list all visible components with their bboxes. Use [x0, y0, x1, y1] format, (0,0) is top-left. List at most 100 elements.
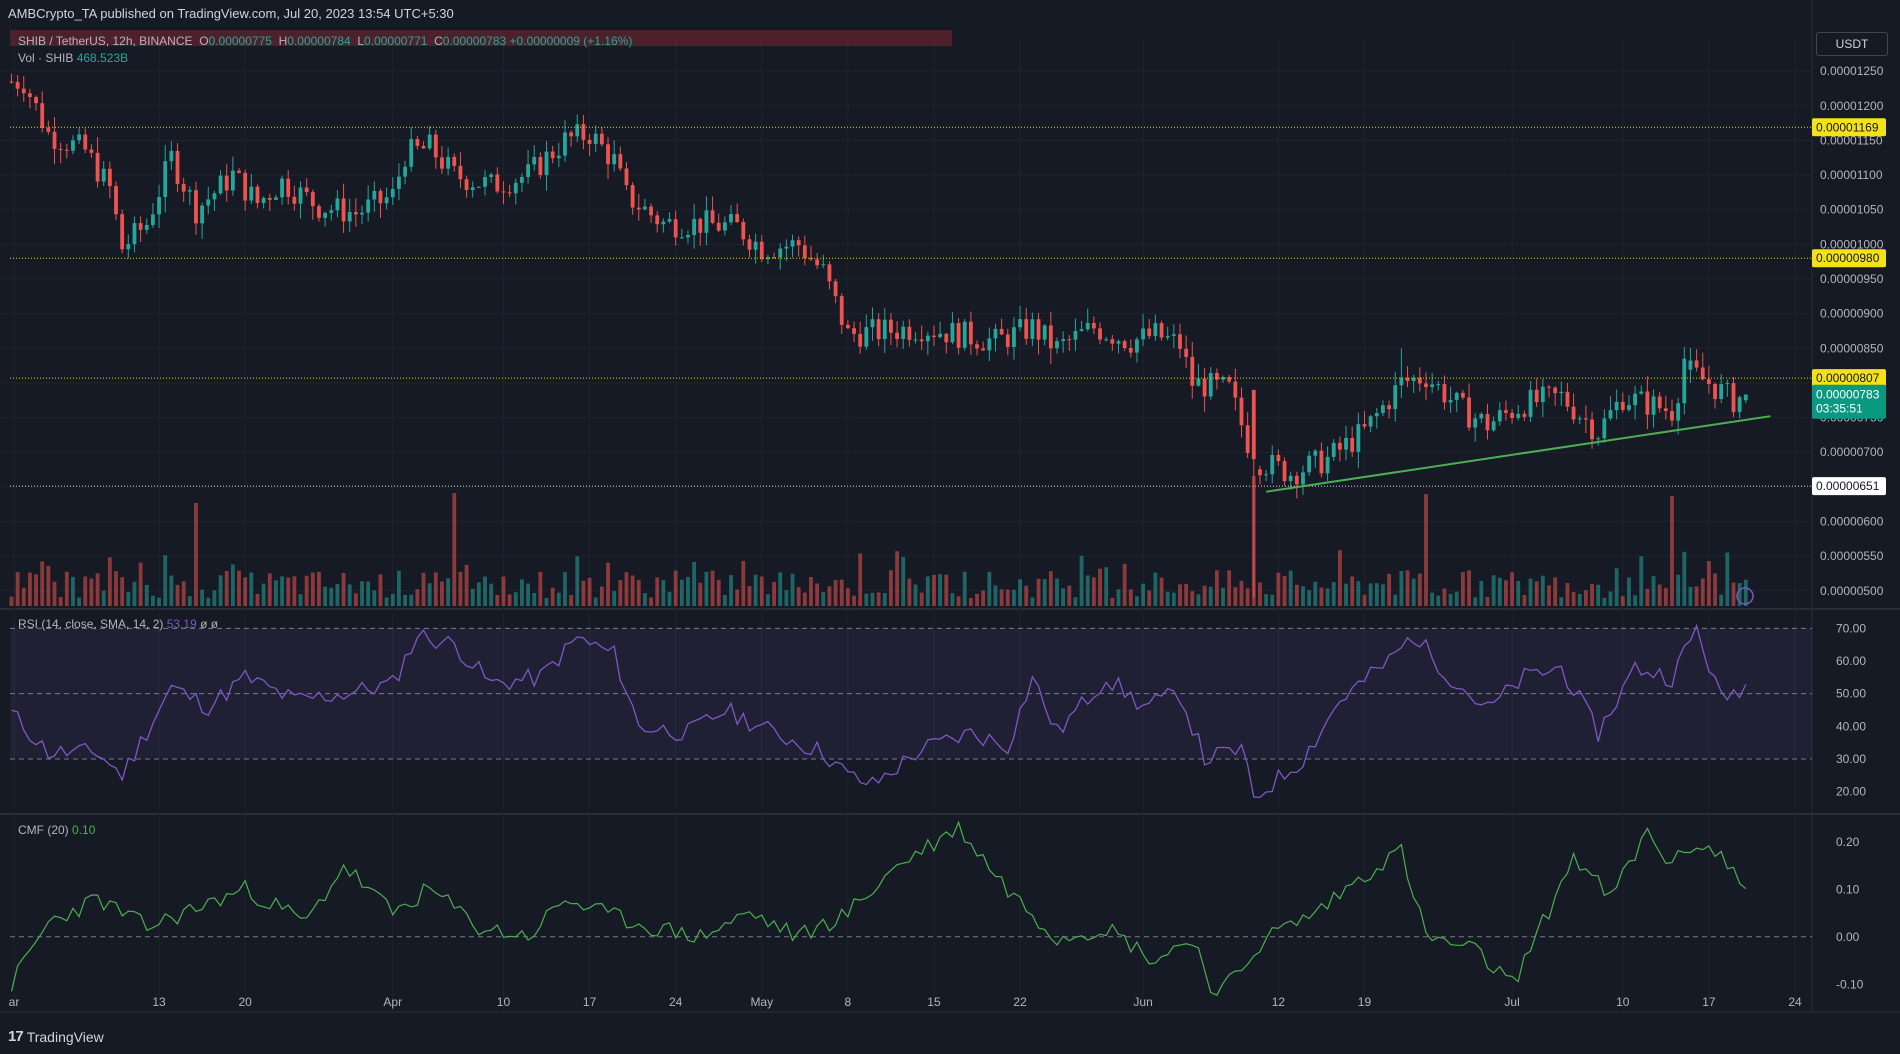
volume-bar [698, 582, 703, 606]
volume-bar [790, 573, 795, 606]
volume-bar [1294, 584, 1299, 606]
volume-bar [987, 571, 992, 606]
candle-body [1036, 319, 1041, 340]
ohlc-close: 0.00000783 [442, 34, 507, 48]
rsi-tick-label: 60.00 [1836, 654, 1866, 668]
candle-body [1055, 341, 1059, 349]
candle-body [71, 140, 75, 151]
candle-body [1731, 383, 1736, 413]
rsi-extra: ø ø [200, 617, 219, 631]
volume-bar [1122, 563, 1127, 606]
candle-body [40, 103, 45, 128]
candle-body [397, 176, 401, 189]
candle-body [1307, 455, 1312, 473]
candle-body [999, 328, 1004, 335]
volume-bar [218, 575, 223, 606]
volume-bar [9, 596, 14, 606]
volume-bar [932, 574, 936, 606]
candle-body [1411, 377, 1416, 382]
volume-bar [1411, 578, 1416, 606]
volume-bar [1387, 573, 1391, 606]
symbol-name[interactable]: SHIB / TetherUS, 12h, BINANCE [18, 34, 193, 48]
volume-bar [852, 595, 856, 606]
volume-bar [1614, 568, 1619, 606]
volume-bar [766, 594, 770, 606]
candle-body [132, 223, 137, 245]
tradingview-logo-icon: 17 [8, 1028, 24, 1045]
candle-body [1688, 360, 1693, 370]
volume-bar [21, 587, 26, 606]
x-tick-label: Apr [383, 995, 402, 1009]
volume-bar [1042, 579, 1047, 606]
price-tick-label: 0.00000700 [1820, 445, 1884, 459]
volume-bar [1153, 572, 1158, 606]
volume-bar [1128, 589, 1133, 606]
volume-bar [1221, 587, 1225, 606]
volume-bar [563, 572, 567, 606]
volume-bar [925, 576, 930, 606]
volume-bar [864, 593, 869, 606]
symbol-legend[interactable]: SHIB / TetherUS, 12h, BINANCE O0.0000077… [18, 34, 632, 48]
volume-bar [175, 584, 180, 606]
candle-body [1473, 418, 1478, 428]
candle-body [1497, 410, 1502, 422]
candle-body [544, 151, 549, 176]
candle-body [1251, 389, 1256, 460]
volume-bar [581, 580, 586, 606]
candle-body [1448, 399, 1453, 403]
candle-body [1227, 377, 1232, 382]
candle-body [1196, 378, 1201, 386]
cmf-legend[interactable]: CMF (20) 0.10 [18, 823, 95, 837]
candle-body [1233, 381, 1238, 398]
candle-body [1663, 408, 1668, 411]
candle-body [409, 138, 414, 167]
candle-body [1085, 323, 1090, 330]
candle-body [1245, 425, 1250, 454]
candle-body [267, 197, 272, 200]
candle-body [772, 257, 776, 259]
volume-bar [1067, 585, 1072, 606]
candle-body [353, 212, 358, 215]
candle-body [1651, 396, 1656, 415]
volume-bar [889, 570, 893, 606]
candle-body [1405, 377, 1410, 382]
candle-body [452, 156, 457, 166]
volume-bar [83, 576, 88, 606]
rsi-legend[interactable]: RSI (14, close, SMA, 14, 2) 53.19 ø ø [18, 617, 218, 631]
volume-bar [1393, 594, 1398, 606]
volume-value: 468.523B [76, 51, 129, 65]
candle-body [735, 214, 740, 223]
candle-body [384, 197, 389, 204]
currency-selector[interactable]: USDT [1816, 32, 1888, 56]
volume-bar [360, 581, 364, 606]
candle-body [1547, 386, 1551, 388]
ohlc-high-label: H [275, 34, 288, 48]
volume-bar [1079, 555, 1084, 606]
candle-body [1534, 389, 1539, 403]
candle-body [237, 170, 241, 173]
volume-bar [1276, 572, 1281, 606]
candle-body [729, 214, 733, 223]
volume-bar [335, 583, 340, 606]
volume-bar [366, 581, 371, 606]
volume-bar [1670, 495, 1674, 606]
volume-bar [1245, 588, 1250, 606]
volume-bar [1214, 570, 1219, 606]
volume-bar [1098, 568, 1102, 606]
candle-body [975, 344, 979, 349]
candle-body [1276, 454, 1281, 462]
volume-bar [692, 561, 697, 606]
volume-bar [513, 592, 518, 606]
volume-bar [1184, 583, 1189, 606]
volume-bar [556, 592, 561, 606]
volume-legend[interactable]: Vol · SHIB 468.523B [18, 51, 128, 65]
volume-bar [470, 588, 475, 606]
last-price-bg [1812, 384, 1886, 419]
volume-bar [1270, 594, 1275, 606]
volume-bar [390, 593, 395, 606]
candle-body [1479, 413, 1484, 419]
volume-bar [1547, 585, 1551, 606]
volume-bar [1602, 597, 1607, 606]
candle-body [1202, 378, 1207, 397]
